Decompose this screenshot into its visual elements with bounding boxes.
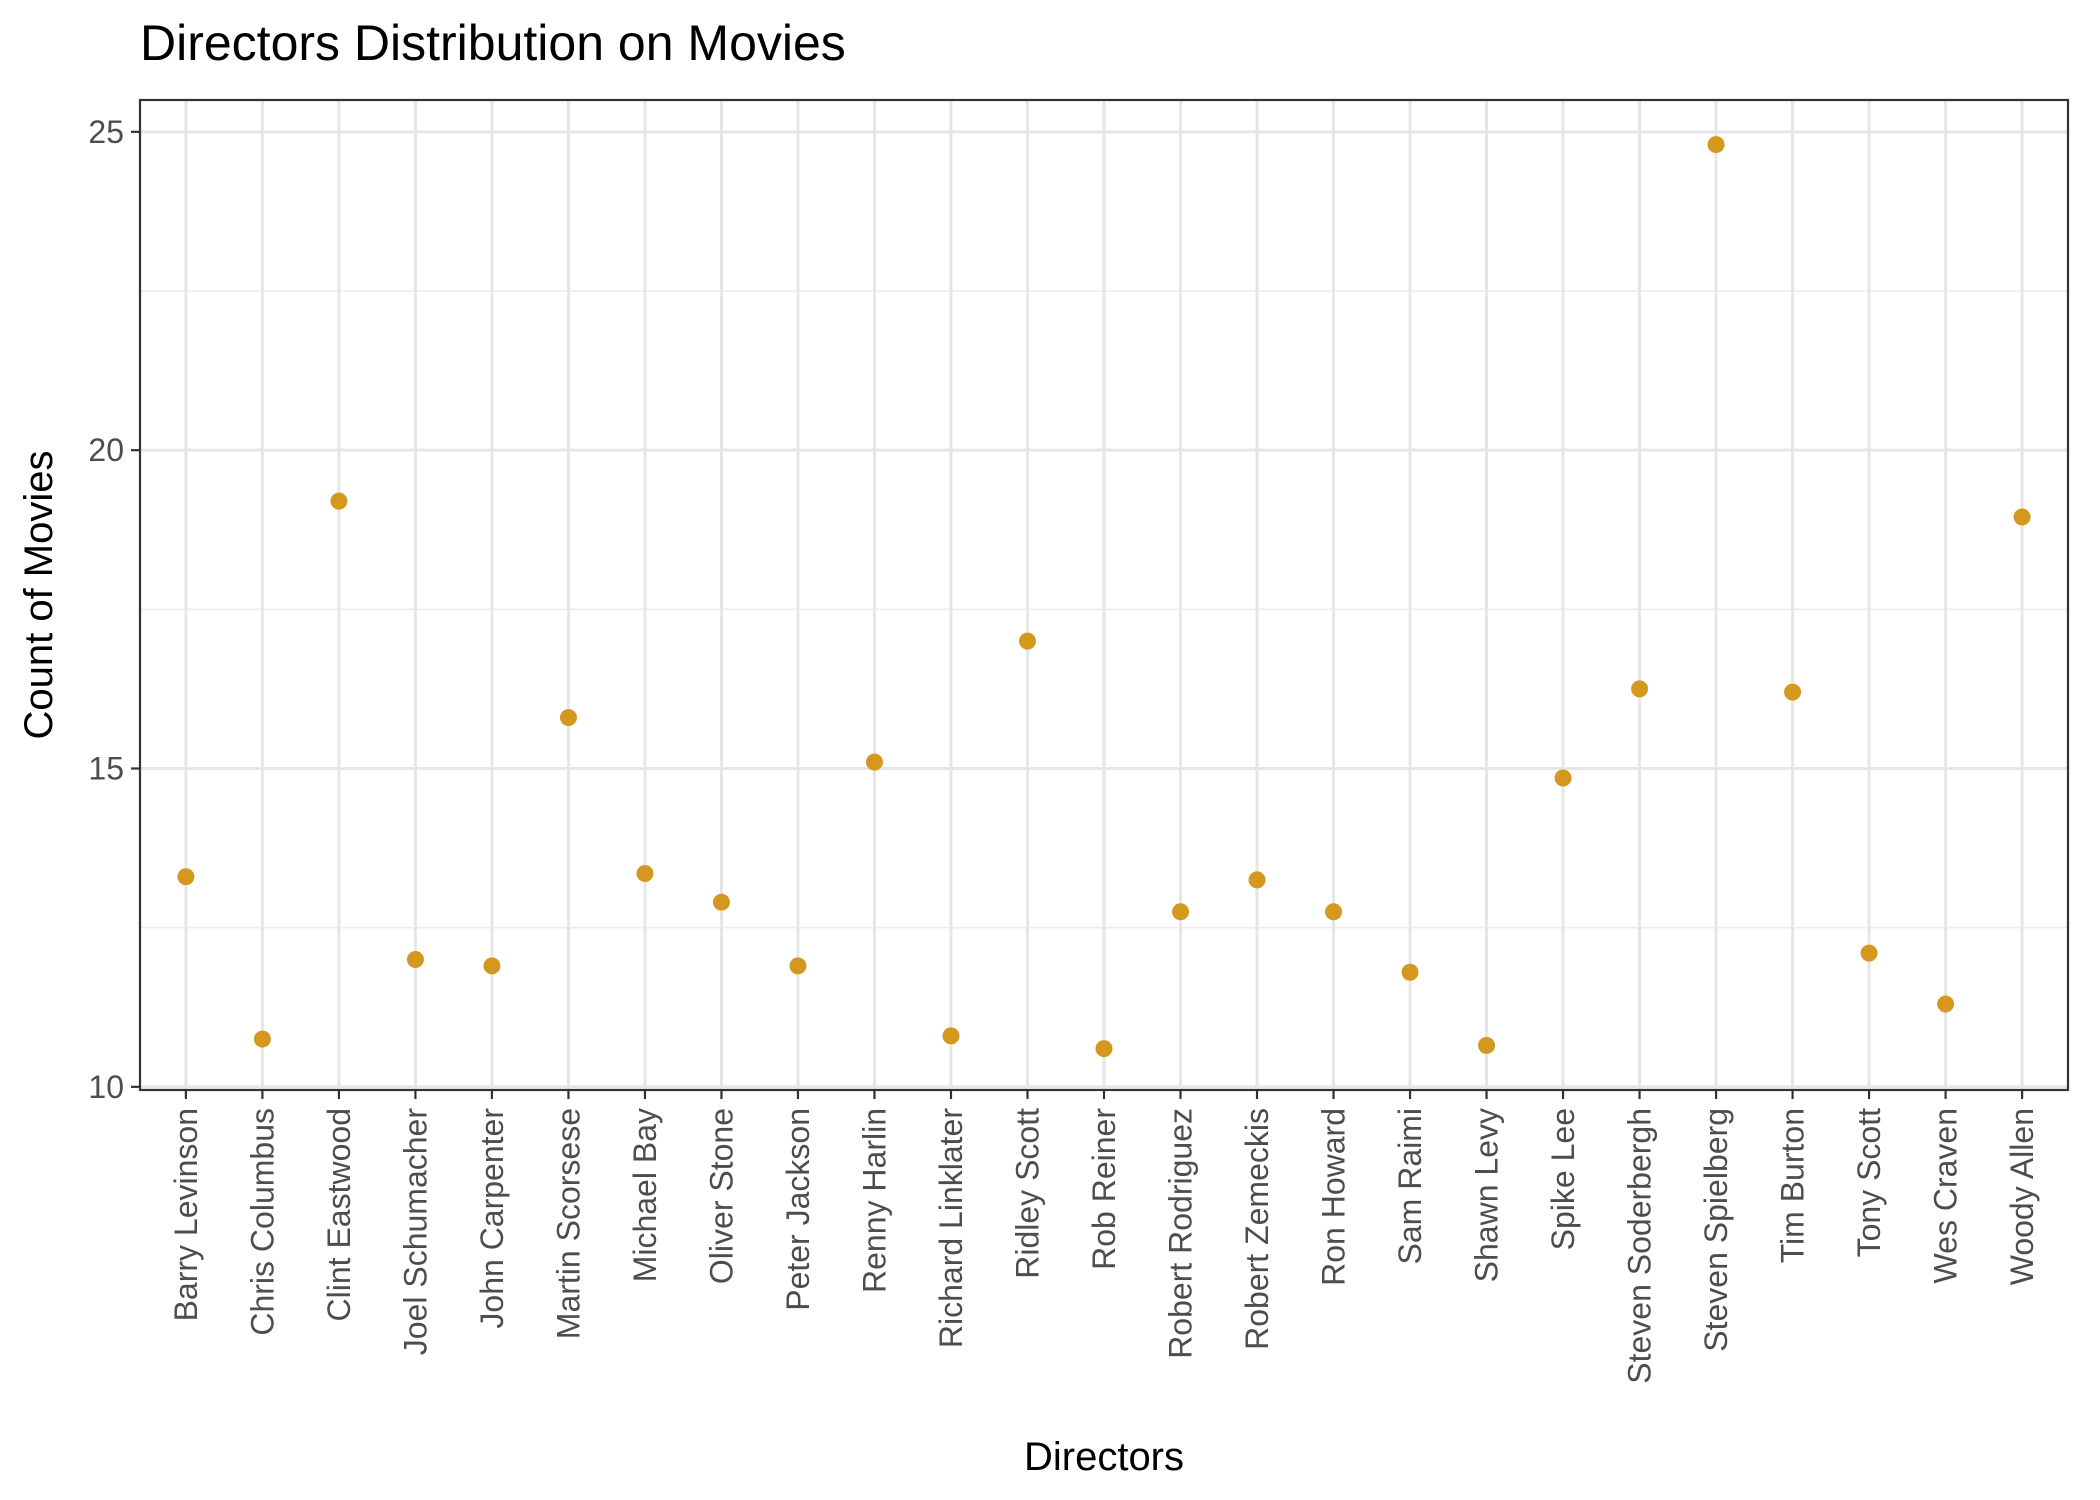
x-tick-label: Richard Linklater <box>933 1108 969 1348</box>
x-tick-label: Joel Schumacher <box>397 1108 433 1356</box>
data-point <box>1631 680 1649 698</box>
x-tick-label: Robert Zemeckis <box>1239 1108 1275 1350</box>
y-axis-title: Count of Movies <box>17 450 61 739</box>
axis-layer: 10 15 20 25 Barry Levinson Chris Columbus Clin… <box>88 114 2040 1384</box>
data-point <box>1937 995 1955 1013</box>
x-tick-label: Wes Craven <box>1928 1108 1964 1283</box>
y-tick-label: 20 <box>88 432 124 468</box>
x-tick-label: Shawn Levy <box>1469 1108 1505 1282</box>
data-point <box>1095 1040 1113 1058</box>
x-tick-label: Robert Rodriguez <box>1163 1108 1199 1359</box>
data-point <box>636 865 654 883</box>
data-point <box>1784 683 1802 701</box>
y-tick-label: 10 <box>88 1069 124 1105</box>
x-tick-label: Rob Reiner <box>1086 1108 1122 1270</box>
grid-layer <box>140 100 2068 1090</box>
data-point <box>1707 136 1725 154</box>
data-point <box>1478 1036 1496 1054</box>
x-tick-label: Ridley Scott <box>1009 1108 1045 1279</box>
x-tick-label: Ron Howard <box>1316 1108 1352 1286</box>
y-tick-label: 25 <box>88 114 124 150</box>
data-point <box>865 753 883 771</box>
data-point <box>789 957 807 975</box>
x-tick-label: Clint Eastwood <box>321 1108 357 1321</box>
data-point <box>253 1030 271 1048</box>
x-tick-label: Sam Raimi <box>1392 1108 1428 1264</box>
x-tick-label: Steven Spielberg <box>1698 1108 1734 1352</box>
x-tick-label: Chris Columbus <box>244 1108 280 1336</box>
data-point <box>559 709 577 727</box>
data-point <box>1860 944 1878 962</box>
x-tick-label: Barry Levinson <box>168 1108 204 1321</box>
x-tick-label: Oliver Stone <box>703 1108 739 1284</box>
points-layer <box>177 136 2031 1058</box>
data-point <box>1325 903 1343 921</box>
data-point <box>712 893 730 911</box>
x-tick-label: Renny Harlin <box>856 1108 892 1293</box>
y-tick-label: 15 <box>88 750 124 786</box>
x-tick-label: Peter Jackson <box>780 1108 816 1311</box>
x-tick-label: John Carpenter <box>474 1108 510 1329</box>
data-point <box>1554 769 1572 787</box>
data-point <box>406 950 424 968</box>
x-tick-label: Tony Scott <box>1851 1108 1887 1258</box>
data-point <box>1401 963 1419 981</box>
data-point <box>2013 508 2031 526</box>
data-point <box>1248 871 1266 889</box>
x-tick-label: Steven Soderbergh <box>1622 1108 1658 1384</box>
data-point <box>942 1027 960 1045</box>
data-point <box>1018 632 1036 650</box>
x-axis-title: Directors <box>1024 1435 1184 1479</box>
x-tick-label: Tim Burton <box>1775 1108 1811 1263</box>
data-point <box>1172 903 1190 921</box>
x-tick-label: Woody Allen <box>2004 1108 2040 1285</box>
data-point <box>330 492 348 510</box>
chart-title: Directors Distribution on Movies <box>140 15 846 71</box>
x-tick-label: Martin Scorsese <box>550 1108 586 1339</box>
x-tick-label: Michael Bay <box>627 1108 663 1282</box>
data-point <box>483 957 501 975</box>
x-tick-label: Spike Lee <box>1545 1108 1581 1250</box>
data-point <box>177 868 195 886</box>
